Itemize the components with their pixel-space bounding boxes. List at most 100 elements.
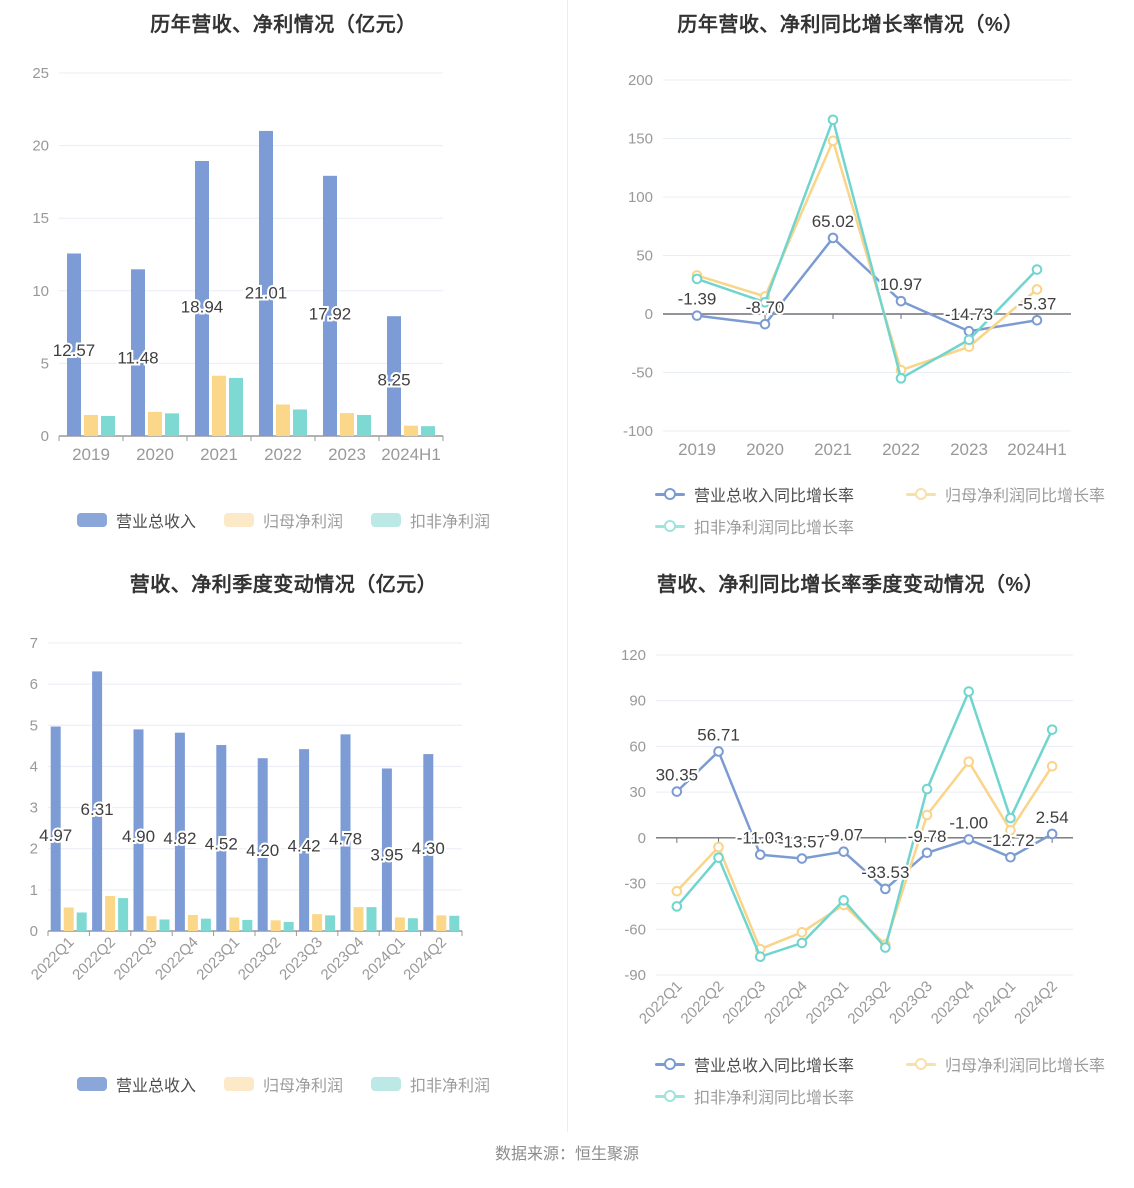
legend-label: 营业总收入同比增长率 xyxy=(694,488,855,505)
data-point xyxy=(963,334,975,346)
bar xyxy=(436,915,447,931)
data-point xyxy=(1031,284,1043,295)
bar xyxy=(187,914,198,931)
x-category-label: 2020 xyxy=(746,440,784,459)
bar xyxy=(133,729,144,931)
legend-item[interactable]: 归母净利润同比增长率 xyxy=(906,1052,1105,1076)
legend-label: 归母净利润 xyxy=(262,514,343,531)
legend-item[interactable]: 归母净利润同比增长率 xyxy=(906,482,1105,506)
bar xyxy=(212,375,226,436)
data-point xyxy=(1005,812,1016,824)
bar xyxy=(146,916,157,931)
value-label: 3.95 xyxy=(370,846,403,865)
value-label: -1.39 xyxy=(678,290,717,309)
y-tick-label: 50 xyxy=(636,248,653,265)
quadrant-quarterly-bars: 营收、净利季度变动情况（亿元） 0 1 2 3 4 5 6 7 2022Q1 2022Q2 2022… xyxy=(0,560,567,1132)
legend-item[interactable]: 扣非净利润 xyxy=(371,1072,490,1096)
legend-swatch xyxy=(223,513,254,527)
data-point xyxy=(1005,851,1016,863)
x-category-label: 2021 xyxy=(200,445,238,464)
line-series-3 xyxy=(691,114,1043,384)
value-label: -8.70 xyxy=(746,298,785,317)
y-tick-label: 25 xyxy=(32,65,49,82)
legend-item[interactable]: 归母净利润 xyxy=(223,508,343,532)
bar-series-3 xyxy=(101,377,435,436)
data-point xyxy=(713,746,724,757)
x-category-label: 2022Q4 xyxy=(761,978,811,1028)
bar xyxy=(407,918,418,931)
data-point xyxy=(838,895,849,906)
bar xyxy=(325,915,336,931)
value-label: 65.02 xyxy=(812,212,855,231)
legend-item[interactable]: 扣非净利润同比增长率 xyxy=(655,514,854,538)
bar xyxy=(131,269,145,436)
data-point xyxy=(796,853,808,864)
chart-title-annual-bars: 历年营收、净利情况（亿元） xyxy=(150,14,417,36)
x-category-label: 2022 xyxy=(264,445,302,464)
bar xyxy=(148,411,162,436)
data-point xyxy=(827,135,839,147)
y-tick-label: 90 xyxy=(629,693,646,710)
x-category-label: 2021 xyxy=(814,440,852,459)
legend-swatch xyxy=(223,1077,254,1091)
legend-line-marker-icon xyxy=(655,1090,685,1102)
value-label: 4.52 xyxy=(205,835,238,854)
x-category-label: 2023Q2 xyxy=(235,934,285,984)
value-label: -5.37 xyxy=(1018,294,1057,313)
annual-revenue-profit-svg: 0 5 10 15 20 25 2019 2020 2021 2022 2023 2024H1 12.5… xyxy=(32,65,444,464)
x-category-label: 2019 xyxy=(678,440,716,459)
legend-item[interactable]: 归母净利润 xyxy=(223,1072,343,1096)
x-category-label: 2020 xyxy=(136,445,174,464)
x-category-label: 2023Q1 xyxy=(193,934,243,984)
bar-series-2 xyxy=(63,896,447,931)
legend-swatch xyxy=(76,1077,107,1091)
x-category-label: 2022 xyxy=(882,440,920,459)
data-point xyxy=(754,951,766,963)
value-label: 2.54 xyxy=(1036,808,1069,827)
value-label: -11.03 xyxy=(737,829,784,848)
bar xyxy=(216,745,227,931)
legend-item[interactable]: 扣非净利润 xyxy=(371,508,490,532)
bar xyxy=(242,919,253,931)
bar xyxy=(270,920,281,931)
data-point xyxy=(921,809,933,821)
value-label: -13.57 xyxy=(778,833,826,852)
legend-item[interactable]: 营业总收入 xyxy=(76,1072,196,1096)
x-category-label: 2022Q2 xyxy=(69,934,119,984)
data-point xyxy=(759,318,771,330)
bar xyxy=(423,754,434,931)
x-category-label: 2019 xyxy=(72,445,110,464)
data-point xyxy=(1046,828,1058,840)
value-label: 12.57 xyxy=(53,341,96,360)
bar xyxy=(323,175,337,436)
x-category-label: 2023Q4 xyxy=(318,934,368,984)
legend-item[interactable]: 营业总收入 xyxy=(76,508,196,532)
x-category-label: 2024Q1 xyxy=(970,978,1020,1028)
bar xyxy=(159,919,170,931)
legend-swatch xyxy=(371,513,401,527)
legend-item[interactable]: 营业总收入同比增长率 xyxy=(655,482,854,506)
data-point xyxy=(1046,724,1058,735)
value-label: 56.71 xyxy=(697,725,740,744)
legend-item[interactable]: 扣非净利润同比增长率 xyxy=(655,1084,854,1108)
bar xyxy=(174,732,185,931)
line-path xyxy=(696,118,1038,380)
quarterly-bars-legend: 营业总收入 归母净利润 扣非净利润 xyxy=(0,1072,567,1096)
bar-series-1 xyxy=(50,671,434,931)
data-point xyxy=(963,834,975,845)
value-label: 4.20 xyxy=(246,841,279,860)
y-tick-label: 6 xyxy=(30,676,38,693)
legend-row: 营业总收入同比增长率 归母净利润同比增长率 xyxy=(655,1052,1105,1076)
x-category-label: 2023Q3 xyxy=(886,978,936,1028)
data-source-note: 数据来源：恒生聚源 xyxy=(494,1146,639,1163)
data-point xyxy=(827,114,839,126)
data-point xyxy=(691,273,703,285)
y-tick-label: -50 xyxy=(631,365,653,382)
legend-item[interactable]: 营业总收入同比增长率 xyxy=(655,1052,854,1076)
data-point xyxy=(671,786,683,797)
y-tick-label: 150 xyxy=(628,131,653,148)
y-tick-label: 5 xyxy=(30,717,38,734)
bar xyxy=(276,404,290,436)
legend-line-marker-icon xyxy=(906,1058,937,1070)
